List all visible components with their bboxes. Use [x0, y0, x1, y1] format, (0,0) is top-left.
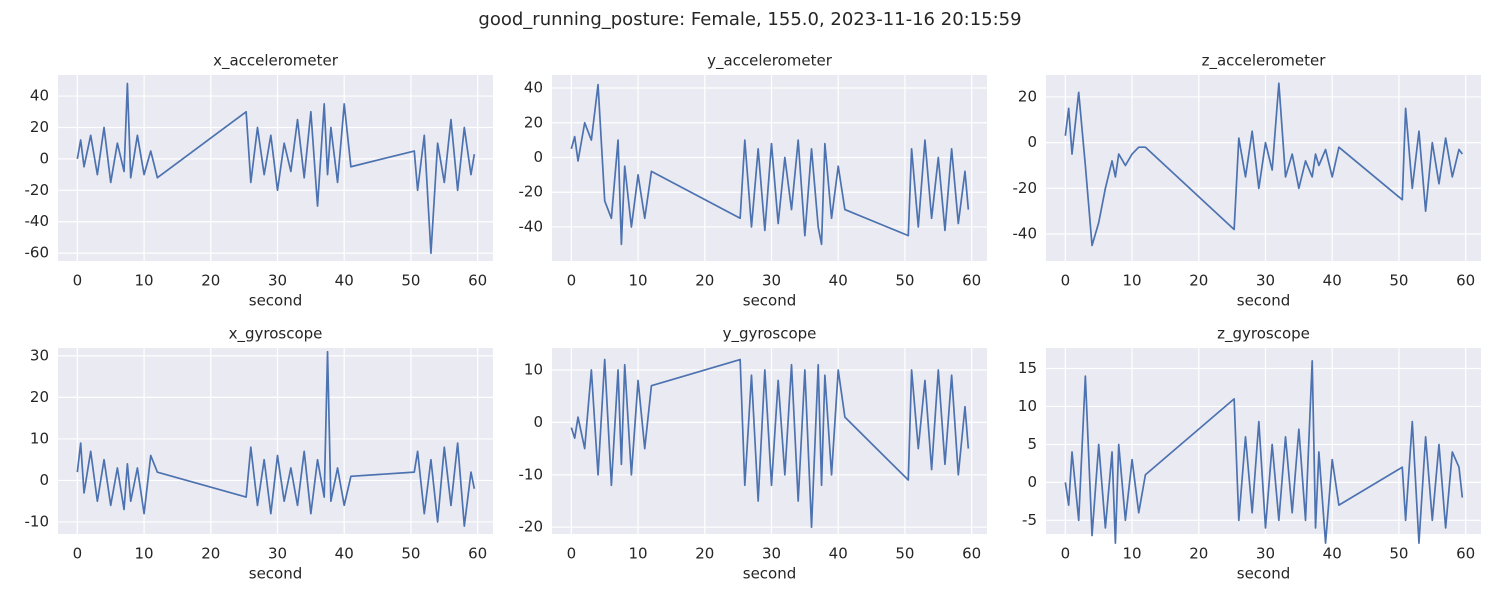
y-tick-label: 20: [30, 118, 49, 136]
data-line: [1064, 360, 1464, 544]
x-tick-label: 40: [335, 272, 354, 290]
subplot-title: x_gyroscope: [229, 325, 323, 344]
y-tick-label: 10: [524, 361, 543, 379]
y-tick-label: -40: [1013, 225, 1038, 243]
subplot-title: z_gyroscope: [1217, 325, 1310, 344]
y-tick-label: -20: [1013, 179, 1038, 197]
x-tick-label: 10: [135, 272, 154, 290]
data-line: [570, 83, 970, 246]
x-tick-label: 40: [335, 545, 354, 563]
x-tick-label: 30: [1256, 272, 1275, 290]
data-line: [1064, 82, 1464, 247]
y-tick-label: -60: [25, 244, 50, 262]
x-axis-label: second: [249, 565, 303, 583]
x-axis-label: second: [743, 292, 797, 310]
subplot-title: x_accelerometer: [213, 52, 339, 71]
x-tick-label: 60: [1456, 272, 1475, 290]
x-tick-label: 0: [1061, 272, 1071, 290]
y-tick-label: 40: [524, 79, 543, 97]
subplot-title: y_accelerometer: [707, 52, 833, 71]
y-tick-label: 30: [30, 346, 49, 364]
y-tick-label: -20: [519, 183, 544, 201]
x-tick-label: 30: [268, 272, 287, 290]
y-tick-label: 0: [533, 413, 543, 431]
x-axis-label: second: [249, 292, 303, 310]
plot-area: [58, 348, 493, 534]
x-tick-label: 20: [695, 545, 714, 563]
x-tick-label: 20: [1189, 545, 1208, 563]
x-tick-label: 30: [762, 545, 781, 563]
data-line: [76, 350, 476, 527]
x-tick-label: 0: [567, 545, 577, 563]
y-tick-label: -40: [519, 217, 544, 235]
y-tick-label: 10: [1018, 397, 1037, 415]
y-tick-label: 20: [524, 113, 543, 131]
x-tick-label: 30: [268, 545, 287, 563]
data-line: [76, 82, 476, 254]
y-tick-label: 0: [1027, 473, 1037, 491]
x-tick-label: 40: [1323, 272, 1342, 290]
x-tick-label: 40: [829, 272, 848, 290]
x-tick-label: 10: [629, 272, 648, 290]
x-tick-label: 10: [135, 545, 154, 563]
y-tick-label: -10: [25, 512, 50, 530]
y-tick-label: 15: [1018, 359, 1037, 377]
x-tick-label: 60: [962, 272, 981, 290]
x-tick-label: 60: [962, 545, 981, 563]
y-tick-label: 0: [533, 148, 543, 166]
plot-area: [1046, 75, 1481, 261]
x-tick-label: 50: [895, 272, 914, 290]
x-tick-label: 50: [401, 272, 420, 290]
x-tick-label: 0: [567, 272, 577, 290]
x-tick-label: 20: [695, 272, 714, 290]
data-line: [570, 358, 970, 529]
x-tick-label: 0: [73, 272, 83, 290]
x-axis-label: second: [1237, 292, 1291, 310]
x-tick-label: 0: [1061, 545, 1071, 563]
x-tick-label: 30: [1256, 545, 1275, 563]
x-tick-label: 30: [762, 272, 781, 290]
x-tick-label: 60: [1456, 545, 1475, 563]
y-tick-label: 5: [1027, 435, 1037, 453]
y-tick-label: 0: [1027, 133, 1037, 151]
x-tick-label: 20: [201, 545, 220, 563]
x-tick-label: 20: [1189, 272, 1208, 290]
x-tick-label: 60: [468, 272, 487, 290]
figure-title: good_running_posture: Female, 155.0, 202…: [478, 9, 1021, 30]
y-tick-label: -20: [25, 181, 50, 199]
x-tick-label: 50: [1389, 272, 1408, 290]
x-axis-label: second: [1237, 565, 1291, 583]
x-tick-label: 0: [73, 545, 83, 563]
x-tick-label: 60: [468, 545, 487, 563]
y-tick-label: -5: [1022, 511, 1037, 529]
y-tick-label: 40: [30, 87, 49, 105]
x-tick-label: 50: [401, 545, 420, 563]
y-tick-label: 20: [30, 388, 49, 406]
x-tick-label: 10: [1123, 272, 1142, 290]
x-tick-label: 50: [895, 545, 914, 563]
x-tick-label: 20: [201, 272, 220, 290]
x-tick-label: 10: [1123, 545, 1142, 563]
y-tick-label: 0: [39, 471, 49, 489]
x-tick-label: 40: [1323, 545, 1342, 563]
y-tick-label: 20: [1018, 87, 1037, 105]
subplot-title: y_gyroscope: [723, 325, 817, 344]
x-tick-label: 10: [629, 545, 648, 563]
y-tick-label: -40: [25, 212, 50, 230]
y-tick-label: -10: [519, 465, 544, 483]
y-tick-label: -20: [519, 518, 544, 536]
y-tick-label: 10: [30, 429, 49, 447]
y-tick-label: 0: [39, 149, 49, 167]
x-tick-label: 50: [1389, 545, 1408, 563]
x-axis-label: second: [743, 565, 797, 583]
subplot-title: z_accelerometer: [1202, 52, 1327, 71]
x-tick-label: 40: [829, 545, 848, 563]
